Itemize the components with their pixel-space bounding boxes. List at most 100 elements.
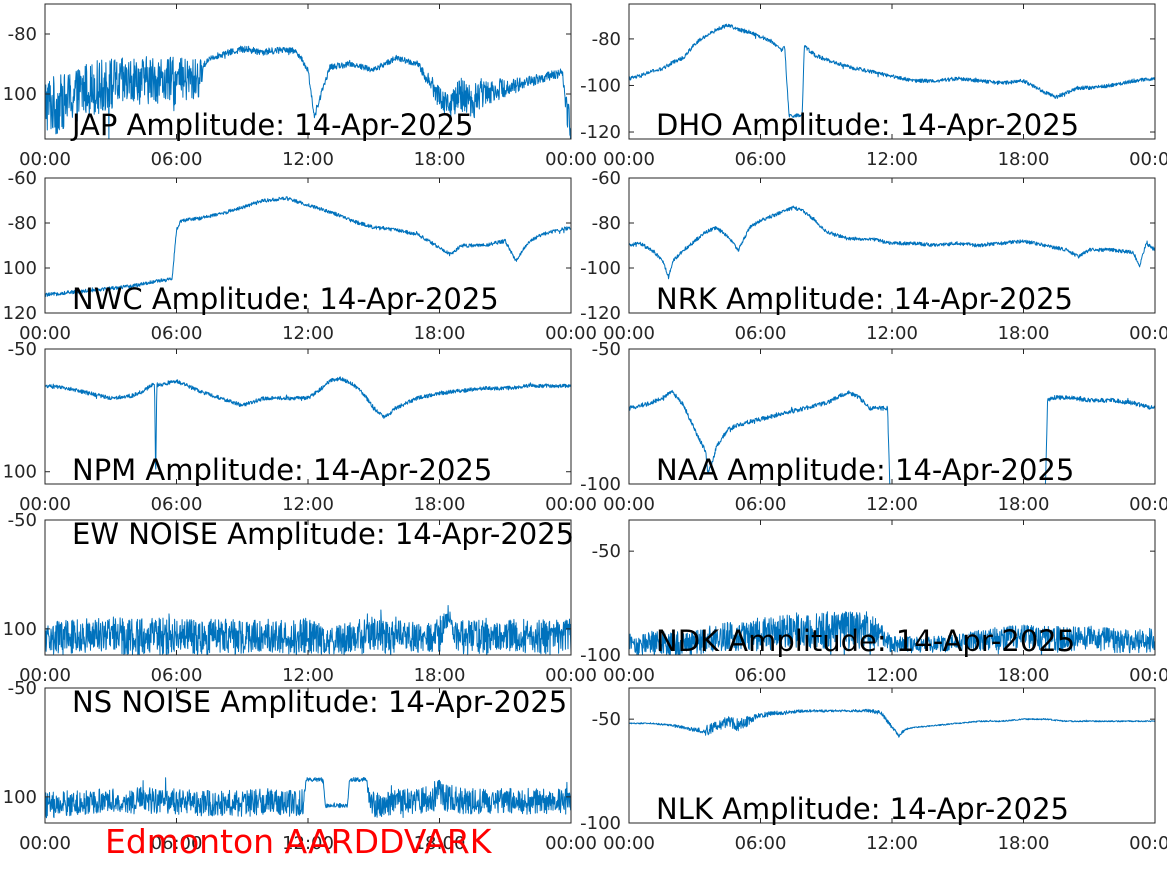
x-tick-label: 18:00 <box>998 494 1050 515</box>
panel-title: EW NOISE Amplitude: 14-Apr-2025 <box>72 517 574 551</box>
x-tick-label: 00:00 <box>19 494 71 515</box>
x-tick-label: 06:00 <box>151 665 203 686</box>
y-tick-label: -50 <box>8 510 37 531</box>
x-tick-label: 12:00 <box>866 494 918 515</box>
x-tick-label: 18:00 <box>998 833 1050 854</box>
panel-title: DHO Amplitude: 14-Apr-2025 <box>656 108 1079 142</box>
y-tick-label: 100 <box>3 462 37 483</box>
panel-10: 00:00 06:00 12:00 18:00 00:00 -50 -100 NLK Ampl… <box>580 687 1167 854</box>
x-tick-label: 06:00 <box>151 323 203 344</box>
panel-9: 00:00 06:00 12:00 18:00 00:00 -50 100 NS NOISE … <box>3 678 597 854</box>
y-tick-label: -50 <box>592 709 621 730</box>
y-tick-label: 100 <box>3 84 37 105</box>
panel-8: 00:00 06:00 12:00 18:00 00:00 -50 -100 NDK Ampl… <box>580 519 1167 686</box>
y-tick-label: -50 <box>8 339 37 360</box>
y-tick-label: -50 <box>592 541 621 562</box>
x-tick-label: 12:00 <box>866 833 918 854</box>
x-tick-label: 00:00 <box>1129 149 1167 170</box>
x-tick-label: 06:00 <box>735 494 787 515</box>
x-tick-label: 00:00 <box>603 665 655 686</box>
y-tick-label: -50 <box>592 339 621 360</box>
panel-6: 00:00 06:00 12:00 18:00 00:00 -50 -100 NAA Ampl… <box>580 339 1167 515</box>
x-tick-label: 00:00 <box>603 323 655 344</box>
x-tick-label: 18:00 <box>998 323 1050 344</box>
panel-3: 00:00 06:00 12:00 18:00 00:00 -60 -80 100 120 NWC… <box>3 168 597 344</box>
series-line <box>629 205 1155 280</box>
series-line <box>629 23 1155 118</box>
x-tick-label: 18:00 <box>414 149 466 170</box>
y-tick-label: -100 <box>580 75 621 96</box>
y-tick-label: -100 <box>580 645 621 666</box>
station-label: Edmonton AARDDVARK <box>105 822 493 861</box>
x-tick-label: 12:00 <box>282 149 334 170</box>
panel-5: 00:00 06:00 12:00 18:00 00:00 -50 100 NPM Ampli… <box>3 339 597 515</box>
series-line <box>629 389 1155 484</box>
x-tick-label: 06:00 <box>151 833 203 854</box>
x-tick-label: 06:00 <box>735 665 787 686</box>
x-tick-label: 12:00 <box>282 323 334 344</box>
y-tick-label: -120 <box>580 122 621 143</box>
x-tick-label: 12:00 <box>282 494 334 515</box>
x-tick-label: 00:00 <box>19 665 71 686</box>
y-tick-label: -80 <box>592 213 621 234</box>
series-line <box>45 376 571 470</box>
x-tick-label: 18:00 <box>998 149 1050 170</box>
y-tick-label: 100 <box>3 258 37 279</box>
x-tick-label: 12:00 <box>282 833 334 854</box>
x-tick-label: 00:00 <box>545 665 597 686</box>
y-tick-label: -80 <box>592 29 621 50</box>
x-tick-label: 18:00 <box>998 665 1050 686</box>
series-line <box>45 45 571 139</box>
y-tick-label: 100 <box>3 619 37 640</box>
y-tick-label: 100 <box>3 787 37 808</box>
x-tick-label: 06:00 <box>735 149 787 170</box>
y-tick-label: -50 <box>8 678 37 699</box>
series-line <box>45 196 571 297</box>
panel-title: NPM Amplitude: 14-Apr-2025 <box>72 453 492 487</box>
x-tick-label: 12:00 <box>282 665 334 686</box>
x-tick-label: 12:00 <box>866 149 918 170</box>
panel-1: 00:00 06:00 12:00 18:00 00:00 -80 100 JAP Ampli… <box>3 3 597 170</box>
panel-title: NDK Amplitude: 14-Apr-2025 <box>656 624 1075 658</box>
y-tick-label: -100 <box>580 474 621 495</box>
panel-title: NS NOISE Amplitude: 14-Apr-2025 <box>72 685 567 719</box>
y-tick-label: -60 <box>8 168 37 189</box>
x-tick-label: 12:00 <box>866 665 918 686</box>
x-tick-label: 00:00 <box>545 149 597 170</box>
series-line <box>629 708 1155 738</box>
y-tick-label: 120 <box>3 303 37 324</box>
x-tick-label: 00:00 <box>603 494 655 515</box>
panels: 00:00 06:00 12:00 18:00 00:00 -80 100 JAP Ampli… <box>3 3 1167 854</box>
y-tick-label: -60 <box>592 168 621 189</box>
x-tick-label: 00:00 <box>545 323 597 344</box>
panel-title: NAA Amplitude: 14-Apr-2025 <box>656 453 1074 487</box>
panel-title: NLK Amplitude: 14-Apr-2025 <box>656 792 1069 826</box>
x-tick-label: 00:00 <box>603 149 655 170</box>
x-tick-label: 06:00 <box>151 149 203 170</box>
x-tick-label: 06:00 <box>151 494 203 515</box>
panel-4: 00:00 06:00 12:00 18:00 00:00 -60 -80 -100 -120 N… <box>580 168 1167 344</box>
x-tick-label: 00:00 <box>1129 494 1167 515</box>
y-tick-label: -80 <box>8 24 37 45</box>
x-tick-label: 18:00 <box>414 665 466 686</box>
series-line <box>45 605 571 655</box>
series-line <box>45 777 571 819</box>
x-tick-label: 00:00 <box>1129 833 1167 854</box>
x-tick-label: 18:00 <box>414 323 466 344</box>
panel-title: JAP Amplitude: 14-Apr-2025 <box>70 108 474 142</box>
x-tick-label: 00:00 <box>19 323 71 344</box>
y-tick-label: -100 <box>580 258 621 279</box>
x-tick-label: 00:00 <box>19 149 71 170</box>
panel-7: 00:00 06:00 12:00 18:00 00:00 -50 100 EW NOISE … <box>3 510 597 686</box>
x-tick-label: 00:00 <box>1129 323 1167 344</box>
panel-title: NWC Amplitude: 14-Apr-2025 <box>72 282 499 316</box>
x-tick-label: 00:00 <box>19 833 71 854</box>
x-tick-label: 12:00 <box>866 323 918 344</box>
y-tick-label: -120 <box>580 303 621 324</box>
panel-title: NRK Amplitude: 14-Apr-2025 <box>656 282 1073 316</box>
y-tick-label: -100 <box>580 813 621 834</box>
y-tick-label: -80 <box>8 213 37 234</box>
x-tick-label: 06:00 <box>735 323 787 344</box>
